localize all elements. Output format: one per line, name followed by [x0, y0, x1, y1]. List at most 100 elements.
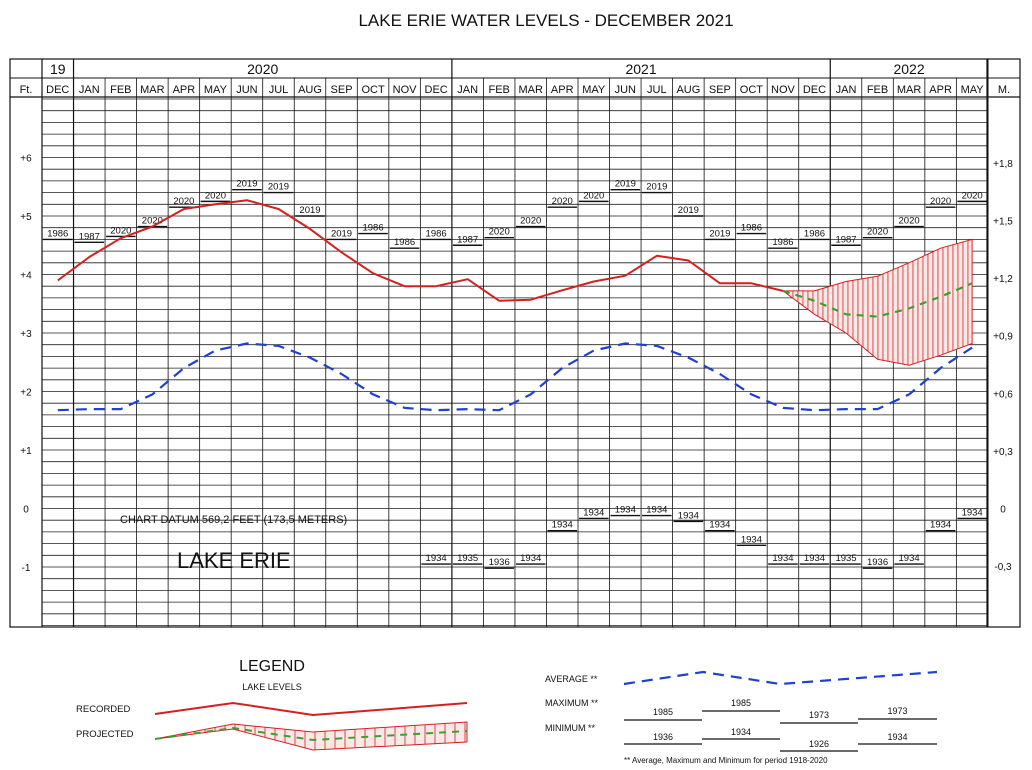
- month-label: MAY: [961, 84, 985, 96]
- maximum-year-label: 2020: [110, 225, 131, 236]
- month-label: MAR: [518, 84, 543, 96]
- legend-footnote: ** Average, Maximum and Minimum for peri…: [624, 756, 828, 765]
- maximum-year-label: 1986: [426, 228, 447, 239]
- month-label: SEP: [709, 84, 731, 96]
- maximum-year-label: 1987: [835, 234, 856, 245]
- month-label: SEP: [331, 84, 353, 96]
- minimum-year-label: 1935: [835, 553, 856, 564]
- legend-minimum-year: 1934: [887, 732, 907, 742]
- legend-average-label: AVERAGE **: [545, 674, 598, 684]
- maximum-year-label: 2020: [552, 196, 573, 207]
- minimum-year-label: 1934: [583, 507, 604, 518]
- maximum-year-label: 2020: [489, 227, 510, 238]
- grid: [41, 59, 989, 627]
- month-label: JAN: [836, 84, 857, 96]
- legend-maximum-year: 1973: [887, 706, 907, 716]
- month-label: NOV: [393, 84, 418, 96]
- legend-recorded-label: RECORDED: [76, 704, 131, 715]
- month-label: MAR: [140, 84, 165, 96]
- maximum-year-label: 2020: [962, 190, 983, 201]
- minimum-year-label: 1934: [930, 520, 951, 531]
- maximum-year-label: 2020: [205, 190, 226, 201]
- minimum-markers: 1934 1935 1936 1934 1934 1934 1934 1934 1934 1934…: [421, 505, 987, 569]
- right-tick-label: +1,8: [993, 159, 1013, 170]
- minimum-year-label: 1934: [426, 553, 447, 564]
- left-tick-label: -1: [22, 563, 31, 574]
- left-tick-label: +2: [20, 388, 32, 399]
- left-axis-label: Ft.: [20, 84, 33, 96]
- legend-maximum-year: 1985: [653, 707, 673, 717]
- minimum-year-label: 1934: [962, 507, 983, 518]
- legend: LEGEND LAKE LEVELS RECORDED PROJECTED AVERAG…: [76, 658, 938, 765]
- minimum-year-label: 1934: [709, 520, 730, 531]
- year-header: 19: [50, 61, 66, 77]
- right-tick-label: +1,2: [993, 274, 1013, 285]
- left-tick-label: +6: [20, 154, 32, 165]
- month-label: APR: [551, 84, 574, 96]
- year-header: 2020: [247, 61, 278, 77]
- month-label: JAN: [79, 84, 100, 96]
- minimum-year-label: 1934: [646, 505, 667, 516]
- month-label: JUN: [615, 84, 636, 96]
- series-average-line: [57, 342, 973, 412]
- maximum-year-label: 2019: [678, 205, 699, 216]
- month-label: JUN: [236, 84, 257, 96]
- right-tick-label: +0,3: [993, 447, 1013, 458]
- legend-projected-band: [154, 721, 468, 751]
- legend-maximum-label: MAXIMUM **: [545, 698, 599, 708]
- minimum-year-label: 1934: [615, 505, 636, 516]
- maximum-year-label: 1986: [394, 237, 415, 248]
- left-tick-label: +3: [20, 329, 32, 340]
- month-label: DEC: [46, 84, 69, 96]
- maximum-year-label: 2019: [709, 228, 730, 239]
- maximum-markers: 1986 1987 2020 2020 2020 2020 2019 2019 2019 2019…: [43, 179, 987, 249]
- minimum-year-label: 1934: [899, 553, 920, 564]
- chart-datum-label: CHART DATUM 569,2 FEET (173,5 METERS): [120, 514, 347, 526]
- left-tick-label: +4: [20, 271, 32, 282]
- right-tick-label: +1,5: [993, 217, 1013, 228]
- right-axis-label: M.: [998, 84, 1010, 96]
- maximum-year-label: 1986: [741, 223, 762, 234]
- minimum-year-label: 1934: [520, 553, 541, 564]
- minimum-year-label: 1934: [678, 510, 699, 521]
- maximum-year-label: 2020: [930, 196, 951, 207]
- maximum-year-label: 1986: [47, 228, 68, 239]
- legend-maximum-year: 1985: [731, 698, 751, 708]
- left-tick-label: +1: [20, 446, 32, 457]
- maximum-year-label: 2020: [867, 227, 888, 238]
- left-tick-label: +5: [20, 212, 32, 223]
- series-recorded-line: [57, 199, 784, 302]
- legend-maximum-year: 1973: [809, 710, 829, 720]
- maximum-year-label: 1986: [804, 228, 825, 239]
- month-label: APR: [173, 84, 196, 96]
- maximum-year-label: 2020: [899, 216, 920, 227]
- legend-subtitle: LAKE LEVELS: [242, 682, 302, 692]
- maximum-year-label: 2019: [615, 179, 636, 190]
- maximum-year-label: 2019: [646, 182, 667, 193]
- right-tick-label: -0,3: [994, 562, 1012, 573]
- month-label: FEB: [488, 84, 509, 96]
- projected-band: [781, 238, 973, 366]
- minimum-year-label: 1934: [552, 520, 573, 531]
- maximum-year-label: 2020: [520, 216, 541, 227]
- minimum-year-label: 1935: [457, 553, 478, 564]
- minimum-year-label: 1934: [772, 553, 793, 564]
- minimum-year-label: 1936: [867, 557, 888, 568]
- legend-average-swatch: [623, 670, 938, 686]
- month-label: MAR: [897, 84, 922, 96]
- month-label: DEC: [803, 84, 826, 96]
- minimum-year-label: 1934: [804, 553, 825, 564]
- minimum-year-label: 1936: [489, 557, 510, 568]
- month-label: JUL: [269, 84, 289, 96]
- year-header: 2022: [893, 61, 924, 77]
- maximum-year-label: 2020: [173, 196, 194, 207]
- maximum-year-label: 1987: [79, 231, 100, 242]
- maximum-year-label: 2019: [331, 228, 352, 239]
- lake-name-label: LAKE ERIE: [177, 548, 291, 573]
- month-label: APR: [929, 84, 952, 96]
- month-label: FEB: [867, 84, 888, 96]
- chart-title: LAKE ERIE WATER LEVELS - DECEMBER 2021: [358, 11, 733, 30]
- month-label: AUG: [298, 84, 322, 96]
- month-label: DEC: [425, 84, 448, 96]
